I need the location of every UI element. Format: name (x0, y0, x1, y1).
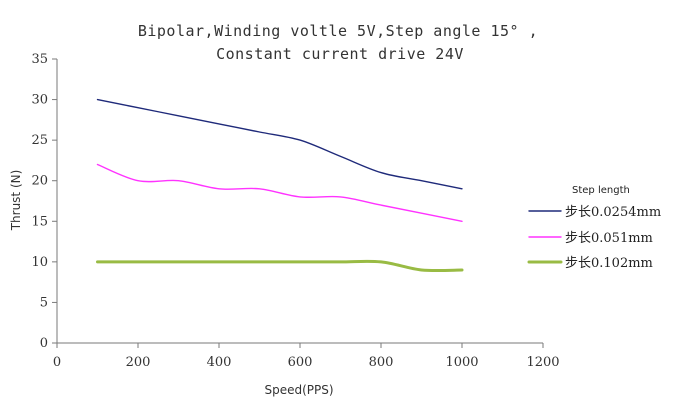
axes (56, 59, 543, 344)
y-tick-label: 30 (31, 93, 48, 108)
chart-title-line-1: Bipolar,Winding voltle 5V,Step angle 15°… (138, 22, 538, 40)
x-tick-label: 1000 (445, 355, 478, 370)
legend-title: Step length (572, 185, 630, 196)
x-tick-label: 600 (288, 355, 313, 370)
legend: Step length 步长0.0254mm 步长0.051mm 步长0.102mm (527, 185, 661, 271)
x-axis-label: Speed(PPS) (264, 383, 333, 397)
legend-label-2: 步长0.051mm (565, 231, 653, 246)
series-line-1 (96, 98, 463, 190)
x-tick-label: 400 (207, 355, 232, 370)
legend-label-1: 步长0.0254mm (565, 205, 661, 220)
y-tick-label: 15 (31, 214, 48, 229)
y-tick-label: 35 (31, 52, 48, 67)
x-tick-label: 200 (126, 355, 151, 370)
y-tick-label: 5 (40, 295, 48, 310)
x-tick-label: 0 (53, 355, 61, 370)
legend-label-3: 步长0.102mm (565, 256, 653, 271)
y-tick-label: 10 (31, 255, 48, 270)
series-line-2 (96, 163, 463, 222)
x-tick-label: 800 (369, 355, 394, 370)
y-axis-label: Thrust (N) (9, 170, 23, 232)
y-tick-label: 25 (31, 133, 48, 148)
y-tick-label: 0 (40, 336, 48, 351)
axis-ticks: 0 5 10 15 20 25 30 35 0 200 400 600 800 1000 1200 (31, 52, 559, 370)
series-line-3 (96, 259, 464, 273)
y-tick-label: 20 (31, 174, 48, 189)
x-tick-label: 1200 (526, 355, 559, 370)
series-lines (96, 98, 464, 273)
chart-title-line-2: Constant current drive 24V (216, 45, 464, 63)
